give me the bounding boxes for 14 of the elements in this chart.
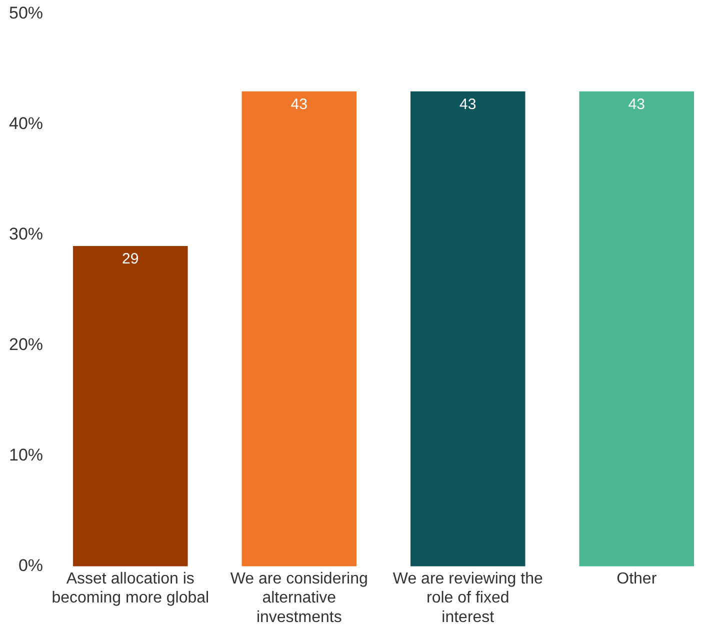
x-tick-label: Asset allocation is becoming more global xyxy=(52,570,210,607)
data-label: 43 xyxy=(290,96,308,113)
y-tick-label: 10% xyxy=(8,446,44,465)
y-tick-label: 30% xyxy=(8,224,44,244)
data-label: 43 xyxy=(460,96,476,113)
data-label: 43 xyxy=(628,96,645,113)
y-tick-label: 50% xyxy=(8,4,44,23)
y-tick-label: 40% xyxy=(8,114,44,134)
x-tick-label: We are considering alternative investments xyxy=(230,570,368,626)
y-tick-label: 20% xyxy=(8,335,44,354)
data-label: 29 xyxy=(122,250,139,268)
x-tick-label: We are reviewing the role of fixed interest xyxy=(392,570,543,626)
x-tick-label: Other xyxy=(616,570,658,588)
y-tick-label: 0% xyxy=(18,556,44,576)
